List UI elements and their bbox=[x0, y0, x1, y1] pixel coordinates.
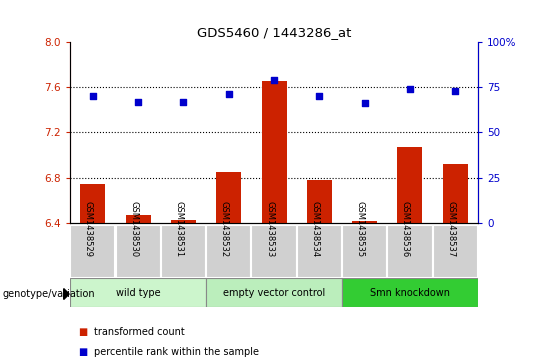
Bar bbox=[387, 225, 433, 278]
Text: GSM1438530: GSM1438530 bbox=[129, 201, 138, 257]
Bar bbox=[70, 225, 116, 278]
Bar bbox=[443, 164, 468, 223]
Text: GSM1438534: GSM1438534 bbox=[310, 201, 319, 257]
Point bbox=[451, 88, 460, 94]
Bar bbox=[116, 225, 161, 278]
Bar bbox=[342, 225, 387, 278]
Text: percentile rank within the sample: percentile rank within the sample bbox=[94, 347, 260, 357]
Bar bbox=[171, 220, 196, 223]
Bar bbox=[126, 215, 151, 223]
Point bbox=[406, 86, 414, 92]
Bar bbox=[352, 221, 377, 223]
Text: wild type: wild type bbox=[116, 287, 160, 298]
Text: GSM1438529: GSM1438529 bbox=[84, 201, 93, 257]
Text: GSM1438537: GSM1438537 bbox=[446, 201, 455, 257]
Bar bbox=[342, 278, 478, 307]
Bar bbox=[161, 225, 206, 278]
Point bbox=[225, 91, 233, 97]
Point bbox=[89, 93, 97, 99]
Bar bbox=[80, 184, 105, 223]
Bar bbox=[307, 180, 332, 223]
Text: genotype/variation: genotype/variation bbox=[3, 289, 96, 299]
Text: transformed count: transformed count bbox=[94, 327, 185, 337]
Bar bbox=[433, 225, 478, 278]
Bar bbox=[206, 225, 252, 278]
Text: GSM1438536: GSM1438536 bbox=[401, 201, 410, 257]
Point bbox=[179, 99, 188, 105]
Bar bbox=[397, 147, 422, 223]
Text: ■: ■ bbox=[78, 347, 87, 357]
Text: Smn knockdown: Smn knockdown bbox=[370, 287, 450, 298]
Text: empty vector control: empty vector control bbox=[223, 287, 325, 298]
Bar bbox=[261, 81, 287, 223]
Text: GSM1438535: GSM1438535 bbox=[356, 201, 364, 257]
Point bbox=[269, 77, 279, 83]
Text: GSM1438533: GSM1438533 bbox=[265, 201, 274, 257]
Point bbox=[360, 101, 369, 106]
Polygon shape bbox=[64, 289, 69, 299]
Bar bbox=[252, 225, 296, 278]
Title: GDS5460 / 1443286_at: GDS5460 / 1443286_at bbox=[197, 26, 351, 39]
Point bbox=[315, 93, 323, 99]
Text: GSM1438532: GSM1438532 bbox=[220, 201, 229, 257]
Text: ■: ■ bbox=[78, 327, 87, 337]
Point bbox=[134, 99, 143, 105]
Text: GSM1438531: GSM1438531 bbox=[174, 201, 184, 257]
Bar bbox=[70, 278, 206, 307]
Bar bbox=[206, 278, 342, 307]
Bar bbox=[217, 172, 241, 223]
Bar bbox=[296, 225, 342, 278]
